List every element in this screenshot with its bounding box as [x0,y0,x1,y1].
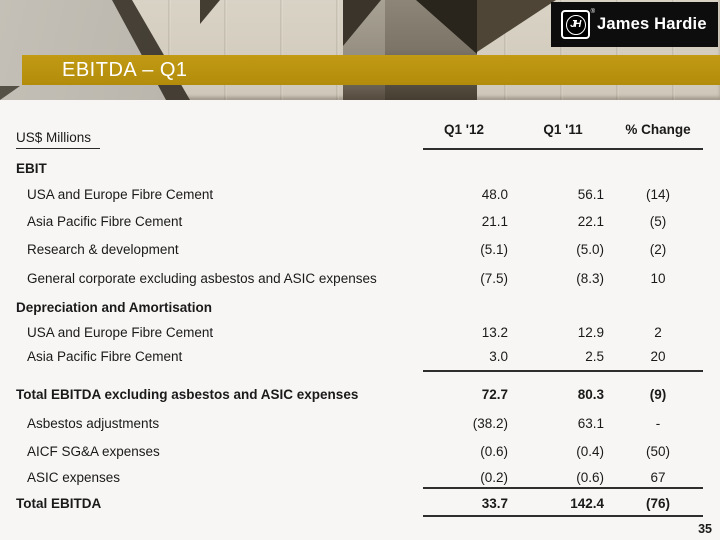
logo-wordmark: James Hardie [597,15,707,33]
section-header-ebit: EBIT [16,161,47,176]
page-number: 35 [698,522,712,536]
jh-monogram-circle: JH [565,14,586,35]
column-header-pct-change: % Change [625,122,691,137]
table-row: Research & development (5.1) (5.0) (2) [27,242,667,257]
table-header-row: Q1 '12 Q1 '11 % Change [0,119,720,141]
table-row: Asia Pacific Fibre Cement 3.0 2.5 20 [27,349,666,364]
subtotal-rule [423,370,703,372]
total-ebitda-excluding-row: Total EBITDA excluding asbestos and ASIC… [16,387,667,402]
registered-trademark-symbol: ® [590,9,595,15]
column-header-q1-12: Q1 '12 [444,122,484,137]
total-rule-bottom [423,515,703,517]
table-row: USA and Europe Fibre Cement 13.2 12.9 2 [27,325,662,340]
total-ebitda-row: Total EBITDA 33.7 142.4 (76) [16,496,670,511]
table-row: Asia Pacific Fibre Cement 21.1 22.1 (5) [27,214,667,229]
table-row: ASIC expenses (0.2) (0.6) 67 [27,470,666,485]
james-hardie-logo: JH ® James Hardie [551,2,718,47]
total-rule-top [423,487,703,489]
slide-title-bar: EBITDA – Q1 [22,55,720,85]
section-header-depreciation: Depreciation and Amortisation [16,300,213,315]
table-row: USA and Europe Fibre Cement 48.0 56.1 (1… [27,187,670,202]
header-rule [423,148,703,150]
units-label: US$ Millions [16,129,101,149]
table-row: AICF SG&A expenses (0.6) (0.4) (50) [27,444,670,459]
jh-monogram-icon: JH ® [561,9,595,39]
units-row: US$ Millions [0,129,720,151]
table-row: General corporate excluding asbestos and… [27,271,666,286]
slide-title: EBITDA – Q1 [62,58,188,81]
table-row: Asbestos adjustments (38.2) 63.1 - [27,416,661,431]
column-header-q1-11: Q1 '11 [543,122,583,137]
jh-monogram-letters: JH [570,18,581,30]
